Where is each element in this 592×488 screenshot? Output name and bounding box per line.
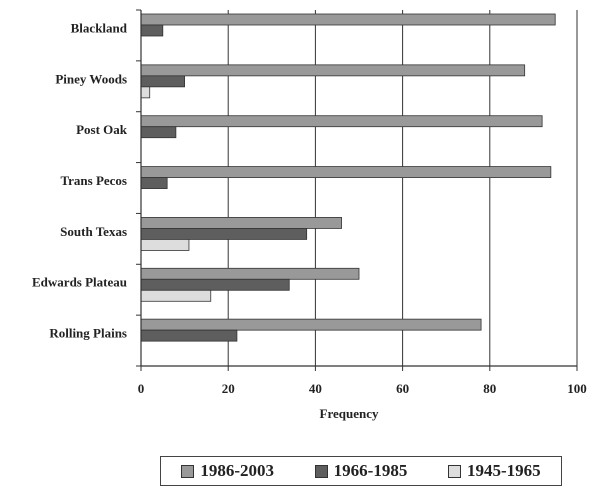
legend-label: 1966-1985 — [333, 461, 408, 480]
bar-1945-1965-edwards-plateau — [140, 289, 212, 302]
bar-1945-1965-piney-woods — [140, 86, 151, 99]
bar-1966-1985-rolling-plains — [140, 329, 238, 342]
bar-1966-1985-edwards-plateau — [140, 278, 290, 291]
category-label: Trans Pecos — [60, 173, 127, 188]
category-label: Blackland — [71, 20, 128, 35]
bar-1986-2003-piney-woods — [140, 64, 526, 77]
gridlines — [227, 10, 578, 366]
x-tick-label: 80 — [483, 381, 496, 396]
legend-swatch — [447, 464, 461, 478]
bar-1966-1985-post-oak — [140, 126, 177, 139]
category-label: Piney Woods — [55, 71, 127, 86]
legend-label: 1986-2003 — [200, 461, 274, 480]
legend: 1986-2003 1966-1985 1945-1965 — [160, 456, 562, 486]
x-tick-label: 60 — [396, 381, 409, 396]
legend-swatch — [314, 464, 328, 478]
bar-1986-2003-rolling-plains — [140, 318, 482, 331]
category-label: South Texas — [60, 224, 127, 239]
bar-1986-2003-blackland — [140, 13, 556, 26]
legend-item: 1986-2003 — [181, 461, 274, 481]
legend-item: 1945-1965 — [447, 461, 541, 481]
x-tick-label: 100 — [567, 381, 587, 396]
legend-label: 1945-1965 — [466, 461, 541, 480]
x-tick-label: 20 — [222, 381, 235, 396]
tick-labels: 0 20 40 60 80 100 — [138, 381, 587, 396]
bar-1986-2003-post-oak — [140, 115, 543, 128]
x-tick-label: 40 — [309, 381, 322, 396]
x-axis-title: Frequency — [320, 406, 379, 421]
bar-1966-1985-south-texas — [140, 228, 308, 240]
legend-item: 1966-1985 — [314, 461, 408, 481]
category-label: Post Oak — [76, 122, 128, 137]
bar-1986-2003-edwards-plateau — [140, 267, 360, 280]
bar-1945-1965-south-texas — [140, 239, 190, 251]
bars — [140, 13, 556, 342]
x-tick-label: 0 — [138, 381, 145, 396]
legend-swatch — [181, 464, 195, 478]
bar-1966-1985-piney-woods — [140, 75, 185, 88]
bar-1986-2003-trans-pecos — [140, 166, 552, 178]
bar-1966-1985-blackland — [140, 24, 164, 37]
category-label: Edwards Plateau — [32, 275, 127, 290]
bar-chart: Blackland Piney Woods Post Oak Trans Pecos S… — [32, 9, 587, 421]
axes — [136, 9, 578, 371]
bar-1966-1985-trans-pecos — [140, 177, 168, 189]
category-labels: Blackland Piney Woods Post Oak Trans Pecos S… — [32, 20, 128, 340]
category-label: Rolling Plains — [49, 326, 127, 341]
bar-1986-2003-south-texas — [140, 217, 342, 229]
